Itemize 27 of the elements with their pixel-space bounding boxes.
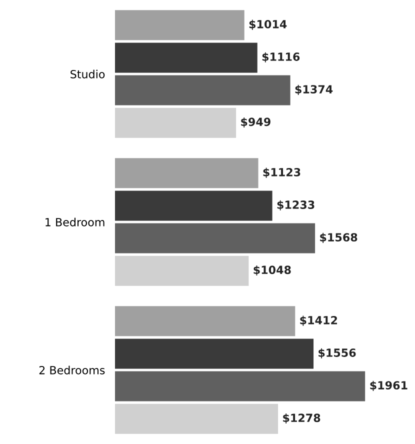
bar xyxy=(114,256,249,286)
y-tick-label: 1 Bedroom xyxy=(46,218,104,226)
bar xyxy=(114,338,314,369)
bar xyxy=(114,10,244,40)
bar xyxy=(114,158,258,188)
bar xyxy=(114,404,278,434)
data-label: $1048 xyxy=(254,265,291,276)
bar xyxy=(114,223,316,254)
data-label: $1568 xyxy=(320,232,358,243)
data-label: $949 xyxy=(241,117,270,128)
data-label: $1233 xyxy=(277,200,314,210)
bar xyxy=(114,371,366,402)
bar xyxy=(114,75,290,106)
bar xyxy=(114,108,236,138)
data-label: $1116 xyxy=(262,52,300,62)
data-label: $1556 xyxy=(318,348,356,358)
y-tick-label: 2 Bedrooms xyxy=(39,366,105,374)
y-tick-label: Studio xyxy=(70,70,105,78)
data-label: $1123 xyxy=(263,168,300,178)
bar xyxy=(114,306,296,336)
data-label: $1014 xyxy=(249,20,287,30)
data-label: $1412 xyxy=(300,316,337,326)
data-label: $1278 xyxy=(283,413,320,424)
data-label: $1374 xyxy=(295,84,333,95)
bar xyxy=(114,190,272,221)
bar xyxy=(114,42,258,73)
data-label: $1961 xyxy=(370,380,408,391)
